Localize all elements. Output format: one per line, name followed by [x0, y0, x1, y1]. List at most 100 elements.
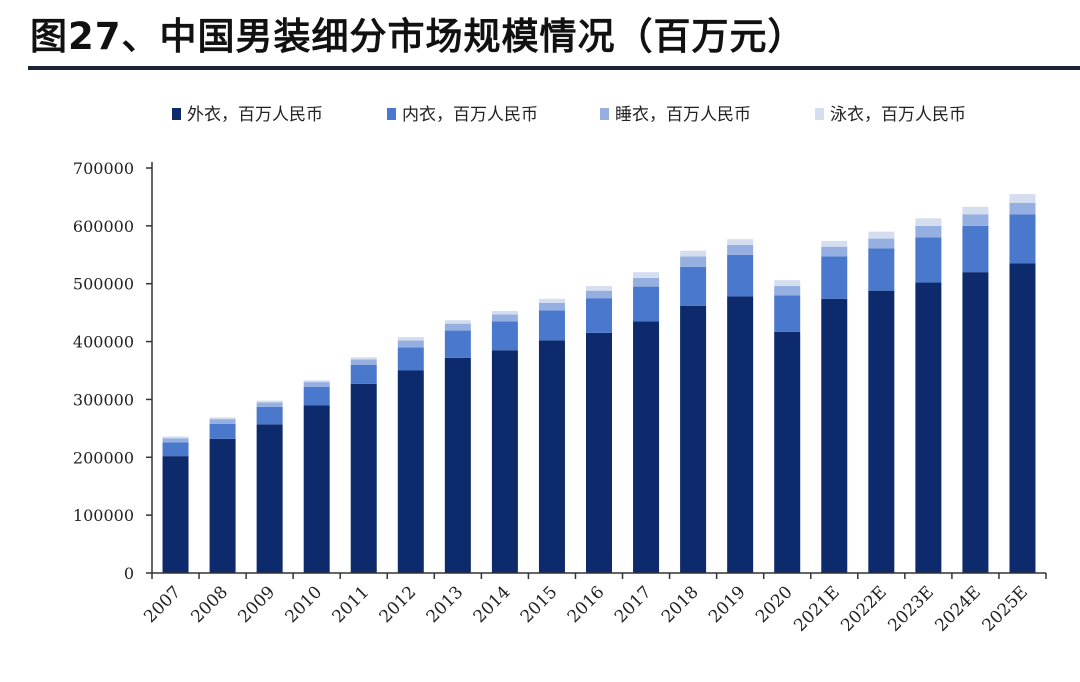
bar-segment-2018-1 — [680, 266, 707, 306]
y-tick-label: 0 — [124, 564, 134, 583]
bar-segment-2007-1 — [162, 442, 189, 457]
bar-segment-2011-2 — [350, 359, 377, 365]
x-tick-label: 2013 — [423, 582, 468, 627]
y-tick-label: 300000 — [73, 390, 134, 409]
x-tick-label: 2010 — [281, 582, 326, 627]
bar-segment-2010-1 — [303, 386, 330, 406]
bar-segment-2023E-3 — [915, 218, 942, 226]
bar-segment-2020-2 — [774, 286, 801, 296]
bar-segment-2022E-1 — [868, 248, 895, 291]
bar-segment-2017-2 — [633, 277, 660, 287]
x-tick-label: 2009 — [234, 582, 279, 627]
bar-segment-2008-0 — [209, 438, 236, 573]
y-axis: 700000 600000 500000 400000 300000 200000 1000… — [73, 159, 153, 583]
x-tick-label: 2022E — [837, 582, 891, 636]
bar-segment-2024E-2 — [962, 214, 989, 226]
legend-label-2: 睡衣，百万人民币 — [615, 105, 751, 125]
bar-segment-2009-2 — [256, 402, 283, 407]
bar-segment-2025E-1 — [1009, 214, 1036, 264]
bar-segment-2013-0 — [444, 357, 471, 573]
bar-segment-2017-1 — [633, 286, 660, 322]
bar-segment-2013-2 — [444, 323, 471, 331]
x-tick-label: 2015 — [517, 582, 562, 627]
bar-segment-2014-2 — [491, 314, 518, 322]
legend-swatch-1 — [387, 108, 396, 120]
bar-segment-2021E-3 — [821, 240, 848, 247]
bar-segment-2020-3 — [774, 280, 801, 287]
bar-segment-2014-0 — [491, 350, 518, 573]
bar-segment-2007-2 — [162, 438, 189, 443]
bar-segment-2010-0 — [303, 405, 330, 573]
bar-segment-2016-1 — [586, 298, 612, 333]
bar-segment-2016-0 — [586, 332, 612, 573]
x-tick-label: 2018 — [658, 582, 703, 627]
bar-segment-2024E-1 — [962, 225, 989, 273]
legend: 外衣，百万人民币 内衣，百万人民币 睡衣，百万人民币 泳衣，百万人民币 — [172, 105, 966, 125]
legend-swatch-2 — [600, 108, 609, 120]
bar-segment-2008-3 — [209, 417, 236, 420]
bar-segment-2018-3 — [680, 250, 707, 257]
x-tick-label: 2025E — [978, 582, 1032, 636]
bar-segment-2017-0 — [633, 321, 660, 573]
bar-segment-2020-1 — [774, 295, 801, 332]
bar-segment-2010-2 — [303, 382, 330, 387]
bar-segment-2023E-1 — [915, 237, 942, 283]
y-tick-label: 500000 — [73, 275, 134, 294]
bar-segment-2019-1 — [727, 254, 754, 297]
x-tick-label: 2017 — [611, 582, 656, 627]
bar-segment-2014-3 — [491, 310, 518, 315]
bar-segment-2023E-0 — [915, 282, 942, 573]
bar-segment-2012-0 — [397, 370, 424, 573]
x-tick-label: 2007 — [140, 582, 185, 627]
x-tick-label: 2014 — [470, 582, 515, 627]
bar-segment-2022E-0 — [868, 290, 895, 573]
bar-segment-2019-3 — [727, 239, 754, 245]
bar-segment-2015-0 — [538, 340, 565, 573]
bar-segment-2015-1 — [538, 310, 565, 341]
legend-label-0: 外衣，百万人民币 — [187, 105, 323, 125]
y-tick-label: 400000 — [73, 333, 134, 352]
x-axis: 2007 2008 2009 2010 2011 2012 2013 2014 2015 2016… — [140, 572, 1047, 636]
legend-swatch-3 — [815, 108, 824, 120]
bar-segment-2021E-2 — [821, 246, 848, 257]
legend-label-3: 泳衣，百万人民币 — [830, 105, 966, 125]
bar-segment-2011-3 — [350, 357, 377, 360]
bar-segment-2022E-3 — [868, 231, 895, 239]
bar-segment-2013-3 — [444, 320, 471, 324]
bar-segment-2022E-2 — [868, 238, 895, 249]
x-tick-label: 2020 — [752, 582, 797, 627]
bar-segment-2007-0 — [162, 456, 189, 573]
x-tick-label: 2011 — [329, 582, 374, 627]
bar-segment-2024E-3 — [962, 206, 989, 215]
bar-segment-2021E-0 — [821, 298, 848, 573]
bar-segment-2012-2 — [397, 340, 424, 348]
bar-segment-2018-0 — [680, 305, 707, 573]
bar-segment-2011-0 — [350, 383, 377, 573]
bar-segment-2015-3 — [538, 298, 565, 303]
x-tick-label: 2024E — [931, 582, 985, 636]
bar-segment-2009-0 — [256, 424, 283, 573]
bar-segment-2008-2 — [209, 419, 236, 424]
x-tick-label: 2021E — [790, 582, 844, 636]
chart-title: 图27、中国男装细分市场规模情况（百万元） — [30, 15, 806, 58]
bar-segment-2010-3 — [303, 380, 330, 383]
bar-segment-2021E-1 — [821, 256, 848, 299]
bar-segment-2020-0 — [774, 331, 801, 573]
x-tick-label: 2016 — [564, 582, 609, 627]
bar-segment-2012-1 — [397, 347, 424, 371]
bar-segment-2017-3 — [633, 272, 660, 278]
bar-segment-2024E-0 — [962, 272, 989, 573]
x-tick-label: 2012 — [376, 582, 421, 627]
bar-segment-2018-2 — [680, 256, 707, 267]
bar-segment-2023E-2 — [915, 225, 942, 238]
bar-segment-2025E-0 — [1009, 263, 1036, 573]
bar-segment-2016-2 — [586, 290, 612, 299]
bars — [162, 194, 1036, 573]
bar-segment-2011-1 — [350, 364, 377, 384]
bar-segment-2009-3 — [256, 400, 283, 403]
y-tick-label: 600000 — [73, 217, 134, 236]
bar-segment-2019-2 — [727, 244, 754, 255]
bar-segment-2014-1 — [491, 321, 518, 351]
title-underline — [28, 66, 1080, 70]
